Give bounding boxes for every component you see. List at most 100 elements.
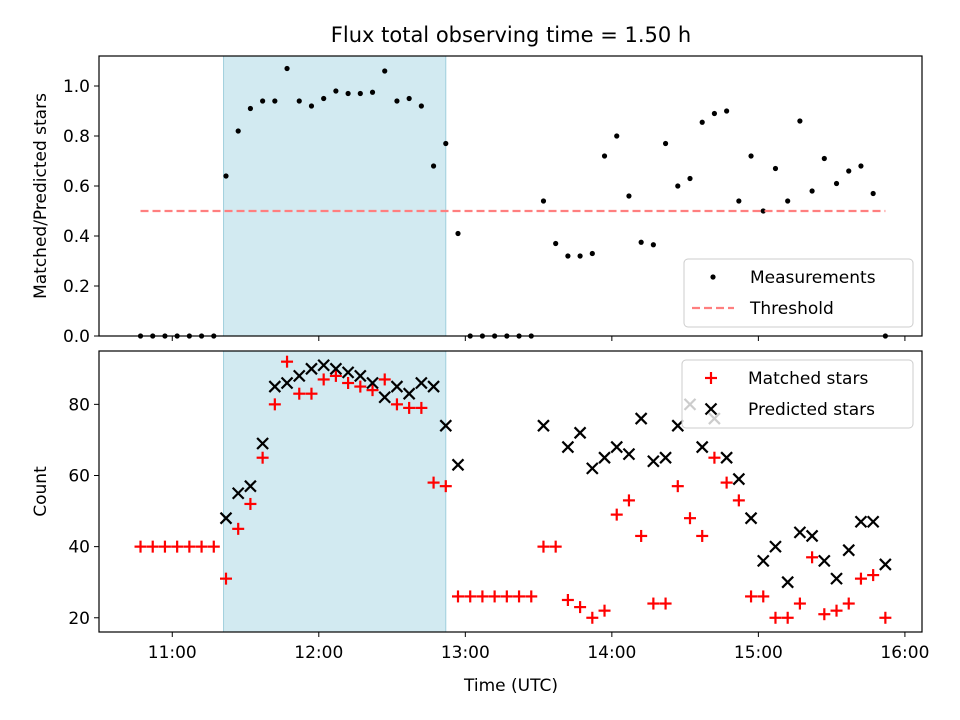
matched-point	[537, 540, 550, 553]
legend-label: Threshold	[749, 299, 834, 319]
predicted-point	[439, 419, 453, 432]
matched-point	[451, 590, 464, 603]
matched-point	[513, 590, 526, 603]
predicted-point	[586, 462, 599, 475]
measurement-point	[626, 193, 632, 199]
matched-point	[366, 384, 379, 397]
predicted-point	[537, 419, 550, 432]
y-tick-label: 60	[68, 466, 90, 486]
matched-point	[574, 601, 587, 614]
predicted-point	[793, 526, 807, 539]
matched-point	[757, 590, 770, 603]
matched-point	[427, 476, 440, 489]
matched-point	[671, 480, 684, 493]
matched-point	[622, 494, 635, 507]
measurement-point	[809, 188, 815, 194]
matched-point	[146, 540, 159, 553]
shaded-span	[223, 350, 447, 633]
predicted-point	[329, 362, 343, 376]
matched-point	[195, 540, 208, 553]
predicted-point	[756, 554, 770, 568]
measurement-point	[736, 198, 742, 204]
top-axes: 0.0 0.2 0.4 0.6 0.8 1.0 Matched/Predicted star…	[31, 55, 923, 347]
matched-point	[329, 369, 342, 382]
measurement-point	[430, 163, 437, 169]
matched-point	[879, 611, 892, 624]
predicted-point	[634, 412, 648, 425]
matched-point	[598, 604, 611, 617]
measurement-point	[760, 208, 766, 214]
predicted-point	[244, 479, 257, 493]
measurement-point	[846, 168, 852, 174]
matched-point	[219, 572, 232, 585]
measurement-point	[296, 98, 302, 104]
matched-point	[281, 355, 294, 368]
measurement-point	[614, 133, 620, 139]
measurement-point	[687, 175, 693, 182]
predicted-point	[354, 369, 367, 383]
predicted-point	[378, 390, 392, 404]
matched-point	[549, 540, 562, 553]
matched-point	[830, 604, 843, 617]
matched-point	[158, 540, 171, 553]
measurement-point	[699, 119, 705, 125]
matched-point	[732, 494, 745, 507]
y-axis-label: Count	[31, 466, 51, 517]
y-tick-label: 0.6	[63, 177, 90, 197]
measurement-point	[662, 140, 669, 147]
matched-point	[305, 387, 318, 400]
predicted-point	[647, 454, 660, 468]
predicted-point	[268, 380, 282, 393]
measurement-point	[247, 105, 254, 112]
measurement-point	[540, 198, 547, 204]
matched-point	[806, 551, 819, 564]
matched-point	[256, 451, 269, 464]
measurement-point	[357, 90, 363, 97]
y-tick-label: 0.8	[63, 127, 90, 147]
bottom-axes: 20 40 60 80 11:00 12:00 13:00 14:00 15:00 16:00 Co…	[31, 350, 929, 696]
shaded-span	[223, 55, 447, 337]
predicted-point	[366, 376, 379, 390]
matched-point	[867, 569, 880, 582]
x-tick-label: 14:00	[587, 643, 636, 663]
legend-label: Predicted stars	[748, 400, 875, 420]
predicted-point	[781, 575, 794, 589]
predicted-point	[305, 362, 318, 376]
matched-point	[171, 540, 184, 553]
measurement-point	[394, 98, 400, 104]
measurement-point	[675, 183, 681, 189]
legend-marker	[704, 402, 718, 416]
predicted-point	[818, 554, 831, 568]
measurement-point	[418, 103, 424, 109]
predicted-point	[854, 515, 868, 529]
predicted-point	[732, 472, 746, 486]
predicted-point	[842, 543, 856, 557]
series-measurements	[137, 65, 888, 339]
measurement-point	[382, 68, 388, 74]
y-tick-label: 0.2	[63, 277, 90, 297]
measurement-point	[333, 88, 339, 94]
predicted-point	[622, 447, 636, 461]
predicted-point	[830, 572, 843, 585]
measurement-point	[565, 253, 571, 259]
axes-frame	[98, 350, 923, 633]
matched-point	[525, 590, 538, 603]
chart-title: Flux total observing time = 1.50 h	[331, 23, 691, 47]
measurement-point	[797, 118, 803, 124]
measurement-point	[772, 165, 779, 172]
predicted-point	[390, 380, 404, 393]
matched-point	[268, 398, 281, 411]
axes-frame	[98, 55, 923, 337]
measurement-point	[321, 95, 327, 102]
matched-point	[586, 611, 599, 624]
measurement-point	[748, 153, 754, 159]
measurement-point	[577, 253, 583, 259]
matched-point	[317, 373, 330, 386]
matched-point	[610, 508, 623, 521]
measurement-point	[308, 103, 315, 109]
measurement-point	[638, 239, 644, 245]
predicted-point	[451, 458, 465, 472]
predicted-point	[402, 387, 416, 400]
matched-point	[708, 451, 721, 464]
legend-label: Matched stars	[748, 369, 868, 389]
